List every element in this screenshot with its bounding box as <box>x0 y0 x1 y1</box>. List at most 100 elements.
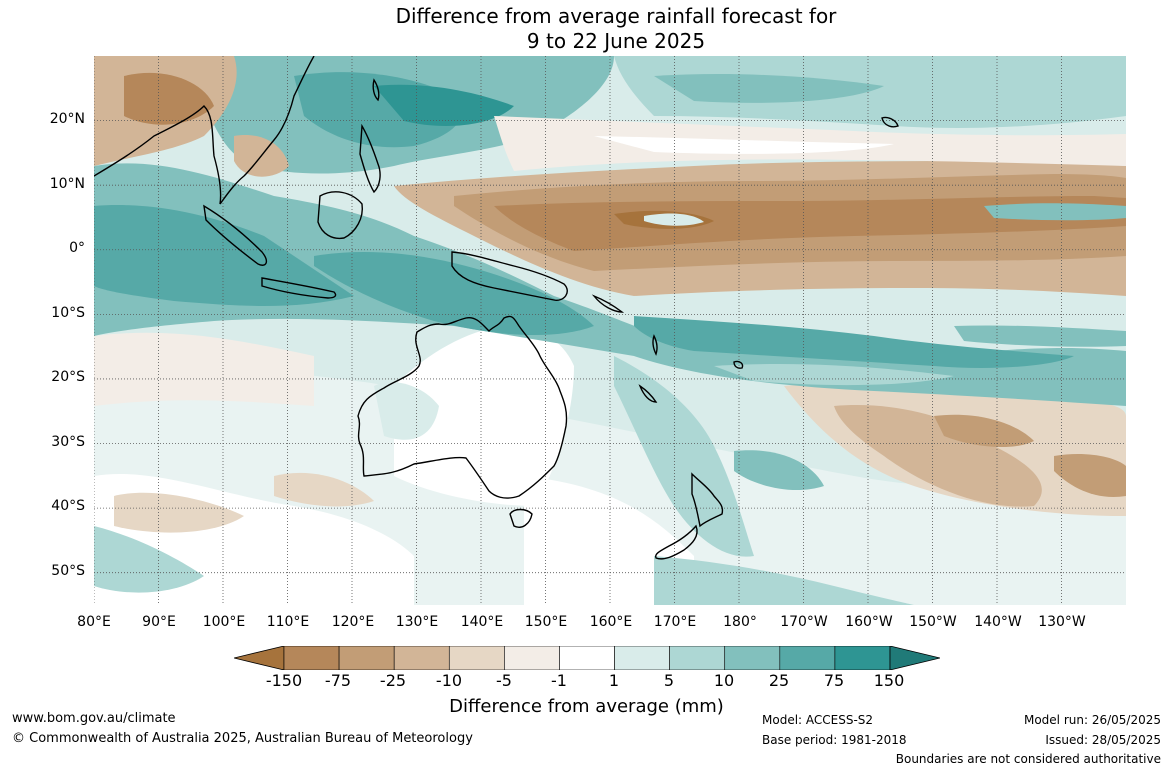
anomaly-patch <box>524 476 694 605</box>
anomaly-patch <box>94 526 204 593</box>
chart-title: Difference from average rainfall forecas… <box>0 4 1173 54</box>
anomaly-patch <box>654 556 914 605</box>
colorbar-segment <box>669 645 726 671</box>
colorbar-segment <box>448 645 505 671</box>
colorbar-segment <box>283 645 340 671</box>
lon-label: 170°W <box>780 614 828 630</box>
colorbar-segment <box>724 645 781 671</box>
anomaly-patch <box>494 196 1126 251</box>
colorbar-segment <box>834 645 891 671</box>
anomaly-patch <box>634 316 1074 368</box>
lon-label: 150°E <box>524 614 568 630</box>
anomaly-patch <box>654 74 884 103</box>
anomaly-patch <box>1054 454 1126 497</box>
nz-north-coastline <box>691 472 724 528</box>
nz-south-coastline <box>654 524 698 560</box>
anomaly-patch <box>714 364 954 386</box>
colorbar-tick-label: -1 <box>551 671 567 690</box>
colorbar-segment <box>559 645 615 671</box>
model-name: Model: ACCESS-S2 <box>762 713 874 727</box>
colorbar-extend-high <box>889 645 941 671</box>
copyright-text: © Commonwealth of Australia 2025, Austra… <box>12 731 473 746</box>
issued-date: Issued: 28/05/2025 <box>1045 733 1161 747</box>
lon-label: 150°W <box>909 614 957 630</box>
title-line-1: Difference from average rainfall forecas… <box>395 4 837 28</box>
lon-label: 140°E <box>460 614 504 630</box>
colorbar-tick-label: -150 <box>265 671 303 690</box>
sumatra-coastline <box>203 204 268 266</box>
anomaly-patch <box>934 414 1034 448</box>
coastlines <box>94 56 899 560</box>
anomaly-patch <box>114 492 244 533</box>
colorbar-tick-label: 25 <box>768 671 790 690</box>
anomaly-patch <box>274 472 374 507</box>
anomaly-patch <box>594 136 894 154</box>
colorbar-tick-label: -75 <box>324 671 352 690</box>
lon-label: 160°E <box>589 614 633 630</box>
colorbar-tick-label: 75 <box>823 671 845 690</box>
colorbar-tick-label: 10 <box>713 671 735 690</box>
boundaries-note: Boundaries are not considered authoritat… <box>895 752 1161 766</box>
anomaly-patch <box>614 56 1126 128</box>
borneo-coastline <box>317 191 363 240</box>
graticule <box>94 56 1126 605</box>
colorbar-segment <box>504 645 560 671</box>
title-line-2: 9 to 22 June 2025 <box>526 29 706 53</box>
new-guinea-coastline <box>451 251 568 301</box>
lon-label: 160°W <box>845 614 893 630</box>
anomaly-patch <box>94 205 354 306</box>
model-run-date: Model run: 26/05/2025 <box>1023 713 1161 727</box>
anomaly-patch <box>94 332 314 406</box>
solomons-coastline <box>591 294 625 313</box>
anomaly-patch <box>734 450 824 491</box>
colorbar-tick-label: 5 <box>663 671 675 690</box>
colorbar-tick-label: 150 <box>873 671 905 690</box>
lat-label: 0° <box>69 240 85 256</box>
lon-label: 90°E <box>142 614 176 630</box>
anomaly-patch <box>124 72 214 125</box>
lat-label: 10°S <box>51 305 85 321</box>
colorbar-tick-label: -25 <box>379 671 407 690</box>
se-asia-coastline <box>94 56 315 205</box>
java-coastline <box>261 277 337 299</box>
lat-label: 30°S <box>51 434 85 450</box>
colorbar-segment <box>393 645 450 671</box>
lat-label: 10°N <box>49 176 85 192</box>
colorbar-tick-label: 1 <box>608 671 620 690</box>
tasmania-coastline <box>509 508 533 528</box>
colorbar-segment <box>779 645 836 671</box>
colorbar-segment <box>338 645 395 671</box>
colorbar-title: Difference from average (mm) <box>449 696 724 717</box>
australia-coastline <box>357 315 568 499</box>
lon-label: 120°E <box>331 614 375 630</box>
lat-label: 50°S <box>51 563 85 579</box>
website-link[interactable]: www.bom.gov.au/climate <box>12 711 176 726</box>
philippines-coastline <box>359 123 381 194</box>
lon-label: 80°E <box>77 614 111 630</box>
lon-label: 130°W <box>1038 614 1086 630</box>
lat-label: 40°S <box>51 498 85 514</box>
hawaii-coastline <box>881 116 899 128</box>
colorbar-segment <box>614 645 670 671</box>
anomaly-patch <box>394 325 574 506</box>
lon-label: 130°E <box>395 614 439 630</box>
anomaly-patch <box>644 213 704 226</box>
anomaly-patch <box>834 405 1042 507</box>
lon-label: 140°W <box>974 614 1022 630</box>
anomaly-patch <box>614 356 754 557</box>
lon-label: 100°E <box>202 614 246 630</box>
base-period: Base period: 1981-2018 <box>762 733 907 747</box>
lon-label: 180° <box>723 614 757 630</box>
taiwan-coastline <box>372 78 380 102</box>
vanuatu-coastline <box>652 334 658 356</box>
colorbar <box>233 645 941 671</box>
anomaly-patch <box>374 84 514 126</box>
lat-label: 20°N <box>49 111 85 127</box>
lat-label: 20°S <box>51 369 85 385</box>
colorbar-extend-low <box>233 645 285 671</box>
new-caledonia-coastline <box>638 384 658 403</box>
lon-label: 170°E <box>653 614 697 630</box>
anomaly-patch <box>984 203 1126 221</box>
rainfall-anomaly-map <box>94 56 1126 605</box>
anomaly-patch <box>374 382 439 440</box>
